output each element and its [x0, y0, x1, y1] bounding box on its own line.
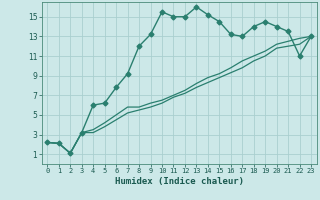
X-axis label: Humidex (Indice chaleur): Humidex (Indice chaleur) — [115, 177, 244, 186]
